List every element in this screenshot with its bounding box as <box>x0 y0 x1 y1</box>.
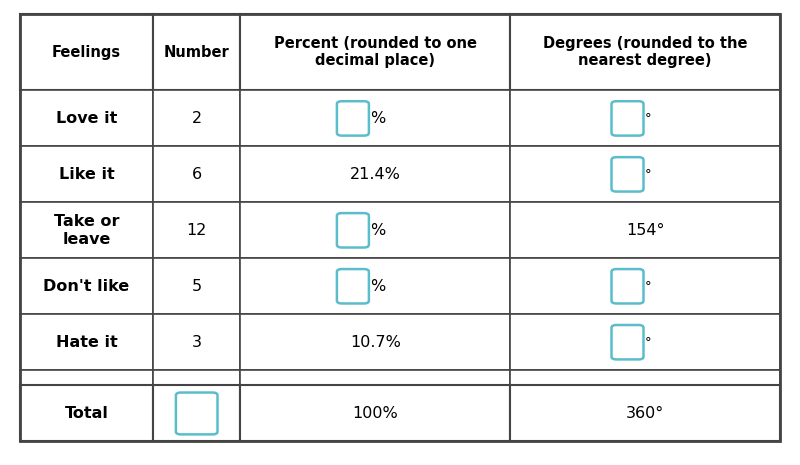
Bar <box>240 314 510 370</box>
Text: %: % <box>370 111 386 126</box>
Bar <box>510 14 780 90</box>
Text: Degrees (rounded to the
nearest degree): Degrees (rounded to the nearest degree) <box>543 36 747 68</box>
Text: Percent (rounded to one
decimal place): Percent (rounded to one decimal place) <box>274 36 477 68</box>
Bar <box>240 14 510 90</box>
Text: %: % <box>370 223 386 238</box>
Bar <box>510 258 780 314</box>
FancyBboxPatch shape <box>337 101 369 136</box>
Text: °: ° <box>645 112 652 125</box>
FancyBboxPatch shape <box>337 213 369 247</box>
Text: Total: Total <box>65 406 109 421</box>
Text: 360°: 360° <box>626 406 664 421</box>
Bar <box>510 314 780 370</box>
Bar <box>20 90 153 146</box>
Text: Feelings: Feelings <box>52 45 121 60</box>
Text: Like it: Like it <box>58 167 114 182</box>
Bar <box>153 202 240 258</box>
Bar <box>153 146 240 202</box>
FancyBboxPatch shape <box>176 392 218 434</box>
Text: %: % <box>370 279 386 294</box>
Text: °: ° <box>645 336 652 349</box>
Text: 154°: 154° <box>626 223 664 238</box>
Bar <box>20 146 153 202</box>
Text: 6: 6 <box>192 167 202 182</box>
Text: 21.4%: 21.4% <box>350 167 401 182</box>
FancyBboxPatch shape <box>611 325 643 359</box>
Bar <box>20 314 153 370</box>
Bar <box>240 258 510 314</box>
Bar <box>153 370 240 385</box>
Text: 100%: 100% <box>353 406 398 421</box>
Bar <box>153 314 240 370</box>
Bar <box>153 258 240 314</box>
Bar <box>240 385 510 441</box>
Bar <box>20 14 153 90</box>
Text: °: ° <box>645 280 652 293</box>
Bar <box>510 385 780 441</box>
Text: Hate it: Hate it <box>56 335 118 350</box>
Bar <box>153 385 240 441</box>
Bar <box>510 202 780 258</box>
Bar <box>240 146 510 202</box>
Text: Love it: Love it <box>56 111 117 126</box>
Bar <box>510 146 780 202</box>
Bar <box>153 14 240 90</box>
Bar <box>240 90 510 146</box>
Bar <box>20 370 153 385</box>
Bar <box>510 370 780 385</box>
Text: °: ° <box>645 168 652 181</box>
Text: Number: Number <box>164 45 230 60</box>
FancyBboxPatch shape <box>611 157 643 192</box>
Text: 12: 12 <box>186 223 207 238</box>
Bar <box>240 370 510 385</box>
Text: 5: 5 <box>192 279 202 294</box>
Bar <box>20 385 153 441</box>
FancyBboxPatch shape <box>337 269 369 304</box>
FancyBboxPatch shape <box>611 101 643 136</box>
Text: Take or
leave: Take or leave <box>54 214 119 246</box>
Text: Don't like: Don't like <box>43 279 130 294</box>
FancyBboxPatch shape <box>611 269 643 304</box>
Text: 10.7%: 10.7% <box>350 335 401 350</box>
Text: 3: 3 <box>192 335 202 350</box>
Text: 2: 2 <box>192 111 202 126</box>
Bar <box>20 258 153 314</box>
Bar <box>510 90 780 146</box>
Bar <box>240 202 510 258</box>
Bar <box>20 202 153 258</box>
Bar <box>153 90 240 146</box>
